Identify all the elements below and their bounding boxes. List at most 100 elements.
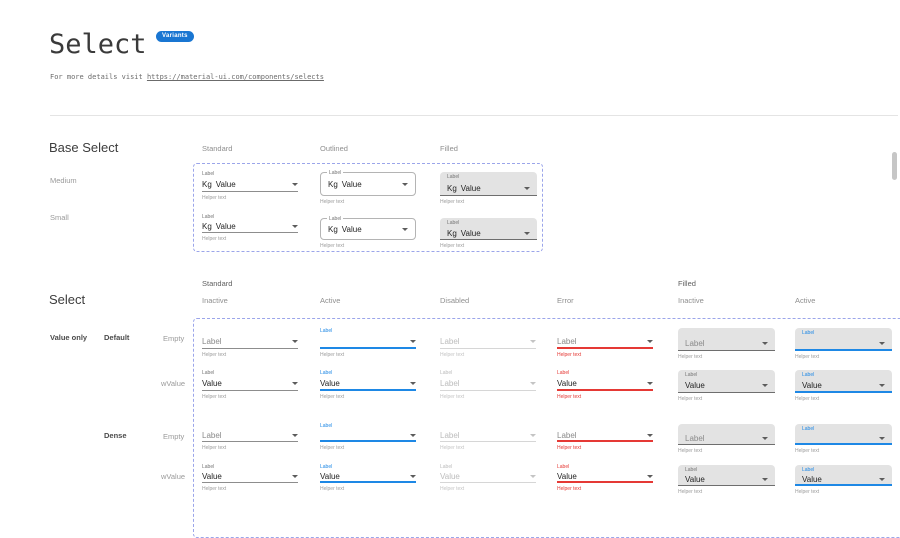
dropdown-arrow-icon	[292, 340, 298, 343]
select-value: Value	[557, 378, 577, 388]
dropdown-arrow-icon	[879, 437, 885, 440]
row-header-value-only: Value only	[50, 333, 88, 342]
select-standard-inactive-wvalue-default[interactable]: Label Value Helper text	[202, 369, 298, 400]
floating-label: Label	[440, 464, 453, 470]
helper-text: Helper text	[557, 394, 582, 400]
select-standard-disabled-empty-default: Label Helper text	[440, 327, 536, 358]
helper-text: Helper text	[320, 394, 345, 400]
base-select-standard-medium[interactable]: Label Kg Value Helper text	[202, 170, 298, 201]
select-standard-active-empty-default[interactable]: Label Helper text	[320, 327, 416, 358]
helper-text: Helper text	[320, 486, 345, 492]
floating-label: Label	[557, 464, 570, 470]
select-filled-active-wvalue-dense[interactable]: Label Value Helper text	[795, 465, 892, 495]
row-header-default-empty: Empty	[163, 334, 185, 343]
select-value: Value	[460, 228, 481, 238]
floating-label: Label	[685, 467, 698, 473]
helper-text: Helper text	[440, 243, 465, 249]
select-standard-disabled-empty-dense: Label Helper text	[440, 422, 536, 451]
select-standard-error-empty-dense[interactable]: Label Helper text	[557, 422, 653, 451]
select-value: Value	[685, 381, 705, 390]
row-header-medium: Medium	[50, 176, 77, 185]
dropdown-arrow-icon	[402, 227, 408, 231]
select-value: Value	[557, 471, 577, 481]
helper-text: Helper text	[795, 396, 820, 402]
select-filled-inactive-empty-default[interactable]: Label Helper text	[678, 328, 775, 360]
floating-label: Label	[685, 372, 698, 378]
select-filled-inactive-wvalue-default[interactable]: Label Value Helper text	[678, 370, 775, 402]
helper-text: Helper text	[678, 396, 703, 402]
select-value: Value	[202, 379, 222, 388]
dropdown-arrow-icon	[879, 342, 885, 345]
select-standard-error-empty-default[interactable]: Label Helper text	[557, 327, 653, 358]
adornment: Kg	[447, 183, 457, 193]
row-header-dense: Dense	[104, 431, 127, 440]
dropdown-arrow-icon	[879, 478, 885, 481]
dropdown-arrow-icon	[647, 474, 653, 478]
select-standard-inactive-empty-dense[interactable]: Label Helper text	[202, 422, 298, 451]
floating-label: Label	[802, 330, 815, 336]
floating-label: Label	[320, 370, 333, 376]
base-select-outlined-medium[interactable]: Label Kg Value Helper text	[320, 169, 416, 205]
base-select-filled-medium[interactable]: Label Kg Value Helper text	[440, 172, 537, 205]
base-select-standard-small[interactable]: Label Kg Value Helper text	[202, 213, 298, 242]
dropdown-arrow-icon	[410, 474, 416, 478]
floating-label: Label	[320, 423, 333, 429]
dropdown-arrow-icon	[762, 342, 768, 345]
select-value: Value	[320, 471, 340, 481]
group-header-standard: Standard	[202, 279, 233, 288]
floating-label: Label	[327, 215, 344, 223]
adornment: Kg	[202, 222, 212, 231]
floating-label: Label	[557, 370, 570, 376]
material-ui-link[interactable]: https://material-ui.com/components/selec…	[146, 73, 324, 81]
floating-label	[557, 327, 653, 335]
select-filled-active-empty-dense[interactable]: Label Helper text	[795, 424, 892, 454]
dropdown-arrow-icon	[647, 339, 653, 343]
floating-label: Label	[202, 171, 215, 177]
select-value: Value	[215, 222, 236, 231]
vertical-scrollbar-thumb[interactable]	[892, 152, 897, 180]
column-header-filled-active: Active	[795, 296, 816, 305]
select-value: Label	[685, 339, 705, 348]
helper-text: Helper text	[795, 354, 820, 360]
select-value: Value	[341, 179, 362, 189]
select-value: Label	[440, 379, 460, 388]
select-value: Value	[320, 378, 340, 388]
select-filled-inactive-empty-dense[interactable]: Label Helper text	[678, 424, 775, 454]
select-value: Value	[685, 475, 705, 484]
subtitle-text: For more details visit	[50, 73, 147, 81]
floating-label	[685, 426, 768, 433]
dropdown-arrow-icon	[402, 182, 408, 186]
select-value: Label	[440, 431, 460, 440]
helper-text: Helper text	[440, 352, 465, 358]
column-header-standard-inactive: Inactive	[202, 296, 228, 305]
select-standard-inactive-empty-default[interactable]: Label Helper text	[202, 327, 298, 358]
select-value: Label	[202, 337, 222, 346]
select-standard-error-wvalue-dense[interactable]: Label Value Helper text	[557, 463, 653, 492]
dropdown-arrow-icon	[292, 382, 298, 385]
select-standard-inactive-wvalue-dense[interactable]: Label Value Helper text	[202, 463, 298, 492]
column-header-filled-inactive: Inactive	[678, 296, 704, 305]
floating-label	[202, 422, 298, 430]
select-value: Value	[215, 180, 236, 189]
select-standard-error-wvalue-default[interactable]: Label Value Helper text	[557, 369, 653, 400]
helper-text: Helper text	[202, 394, 227, 400]
select-standard-active-empty-dense[interactable]: Label Helper text	[320, 422, 416, 451]
select-standard-active-wvalue-dense[interactable]: Label Value Helper text	[320, 463, 416, 492]
floating-label: Label	[447, 174, 460, 180]
floating-label	[440, 422, 536, 430]
select-value: Label	[440, 337, 460, 346]
select-filled-active-wvalue-default[interactable]: Label Value Helper text	[795, 370, 892, 402]
base-select-filled-small[interactable]: Label Kg Value Helper text	[440, 218, 537, 249]
helper-text: Helper text	[320, 352, 345, 358]
floating-label	[440, 327, 536, 335]
select-standard-active-wvalue-default[interactable]: Label Value Helper text	[320, 369, 416, 400]
dropdown-arrow-icon	[524, 231, 530, 235]
select-filled-inactive-wvalue-dense[interactable]: Label Value Helper text	[678, 465, 775, 495]
dropdown-arrow-icon	[879, 384, 885, 387]
floating-label: Label	[327, 169, 344, 177]
select-filled-active-empty-default[interactable]: Label Helper text	[795, 328, 892, 360]
page-title: Select	[49, 29, 147, 60]
helper-text: Helper text	[678, 354, 703, 360]
select-value: Value	[802, 381, 822, 390]
base-select-outlined-small[interactable]: Label Kg Value Helper text	[320, 215, 416, 249]
